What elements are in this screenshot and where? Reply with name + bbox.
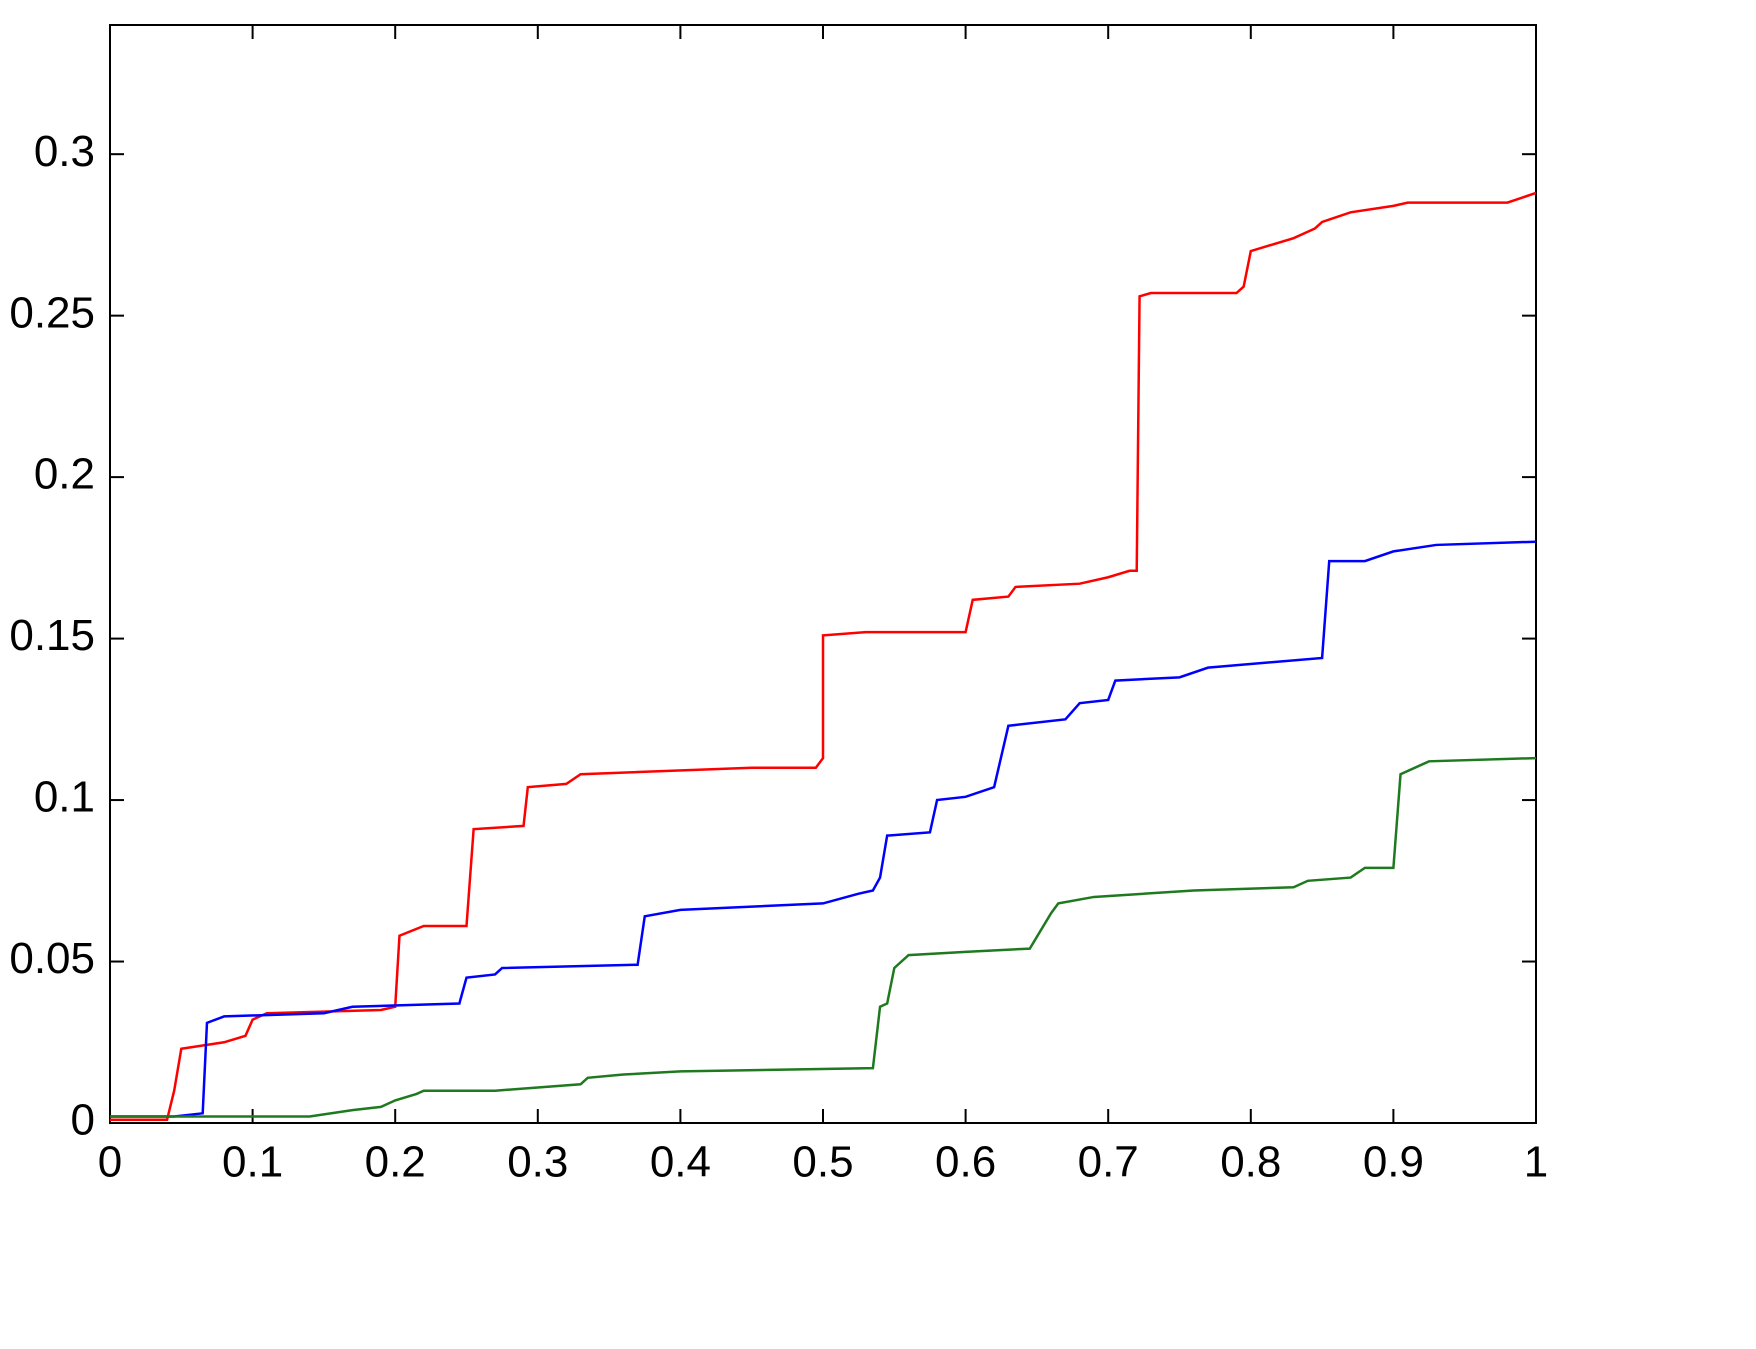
x-tick-label: 0.6: [935, 1138, 996, 1187]
axes-frame: [109, 24, 1537, 1124]
x-tick-label: 0.3: [507, 1138, 568, 1187]
y-tick-label: 0.15: [9, 611, 95, 660]
y-tick-label: 0.25: [9, 288, 95, 337]
y-tick-label: 0: [71, 1096, 95, 1145]
y-tick-label: 0.2: [34, 450, 95, 499]
data-line: [110, 756, 1537, 1118]
x-tick-label: 0.5: [792, 1138, 853, 1187]
x-tick-label: 0: [98, 1138, 122, 1187]
y-tick-label: 0.05: [9, 934, 95, 983]
x-tick-label: 0.9: [1363, 1138, 1424, 1187]
x-tick-label: 0.1: [222, 1138, 283, 1187]
x-tick-label: 0.4: [650, 1138, 711, 1187]
y-tick-label: 0.1: [34, 773, 95, 822]
x-tick-label: 1: [1524, 1138, 1548, 1187]
y-tick-label: 0.3: [34, 127, 95, 176]
data-line: [110, 191, 1537, 1122]
data-line: [110, 540, 1537, 1118]
x-tick-label: 0.8: [1220, 1138, 1281, 1187]
x-tick-label: 0.7: [1078, 1138, 1139, 1187]
x-tick-label: 0.2: [365, 1138, 426, 1187]
